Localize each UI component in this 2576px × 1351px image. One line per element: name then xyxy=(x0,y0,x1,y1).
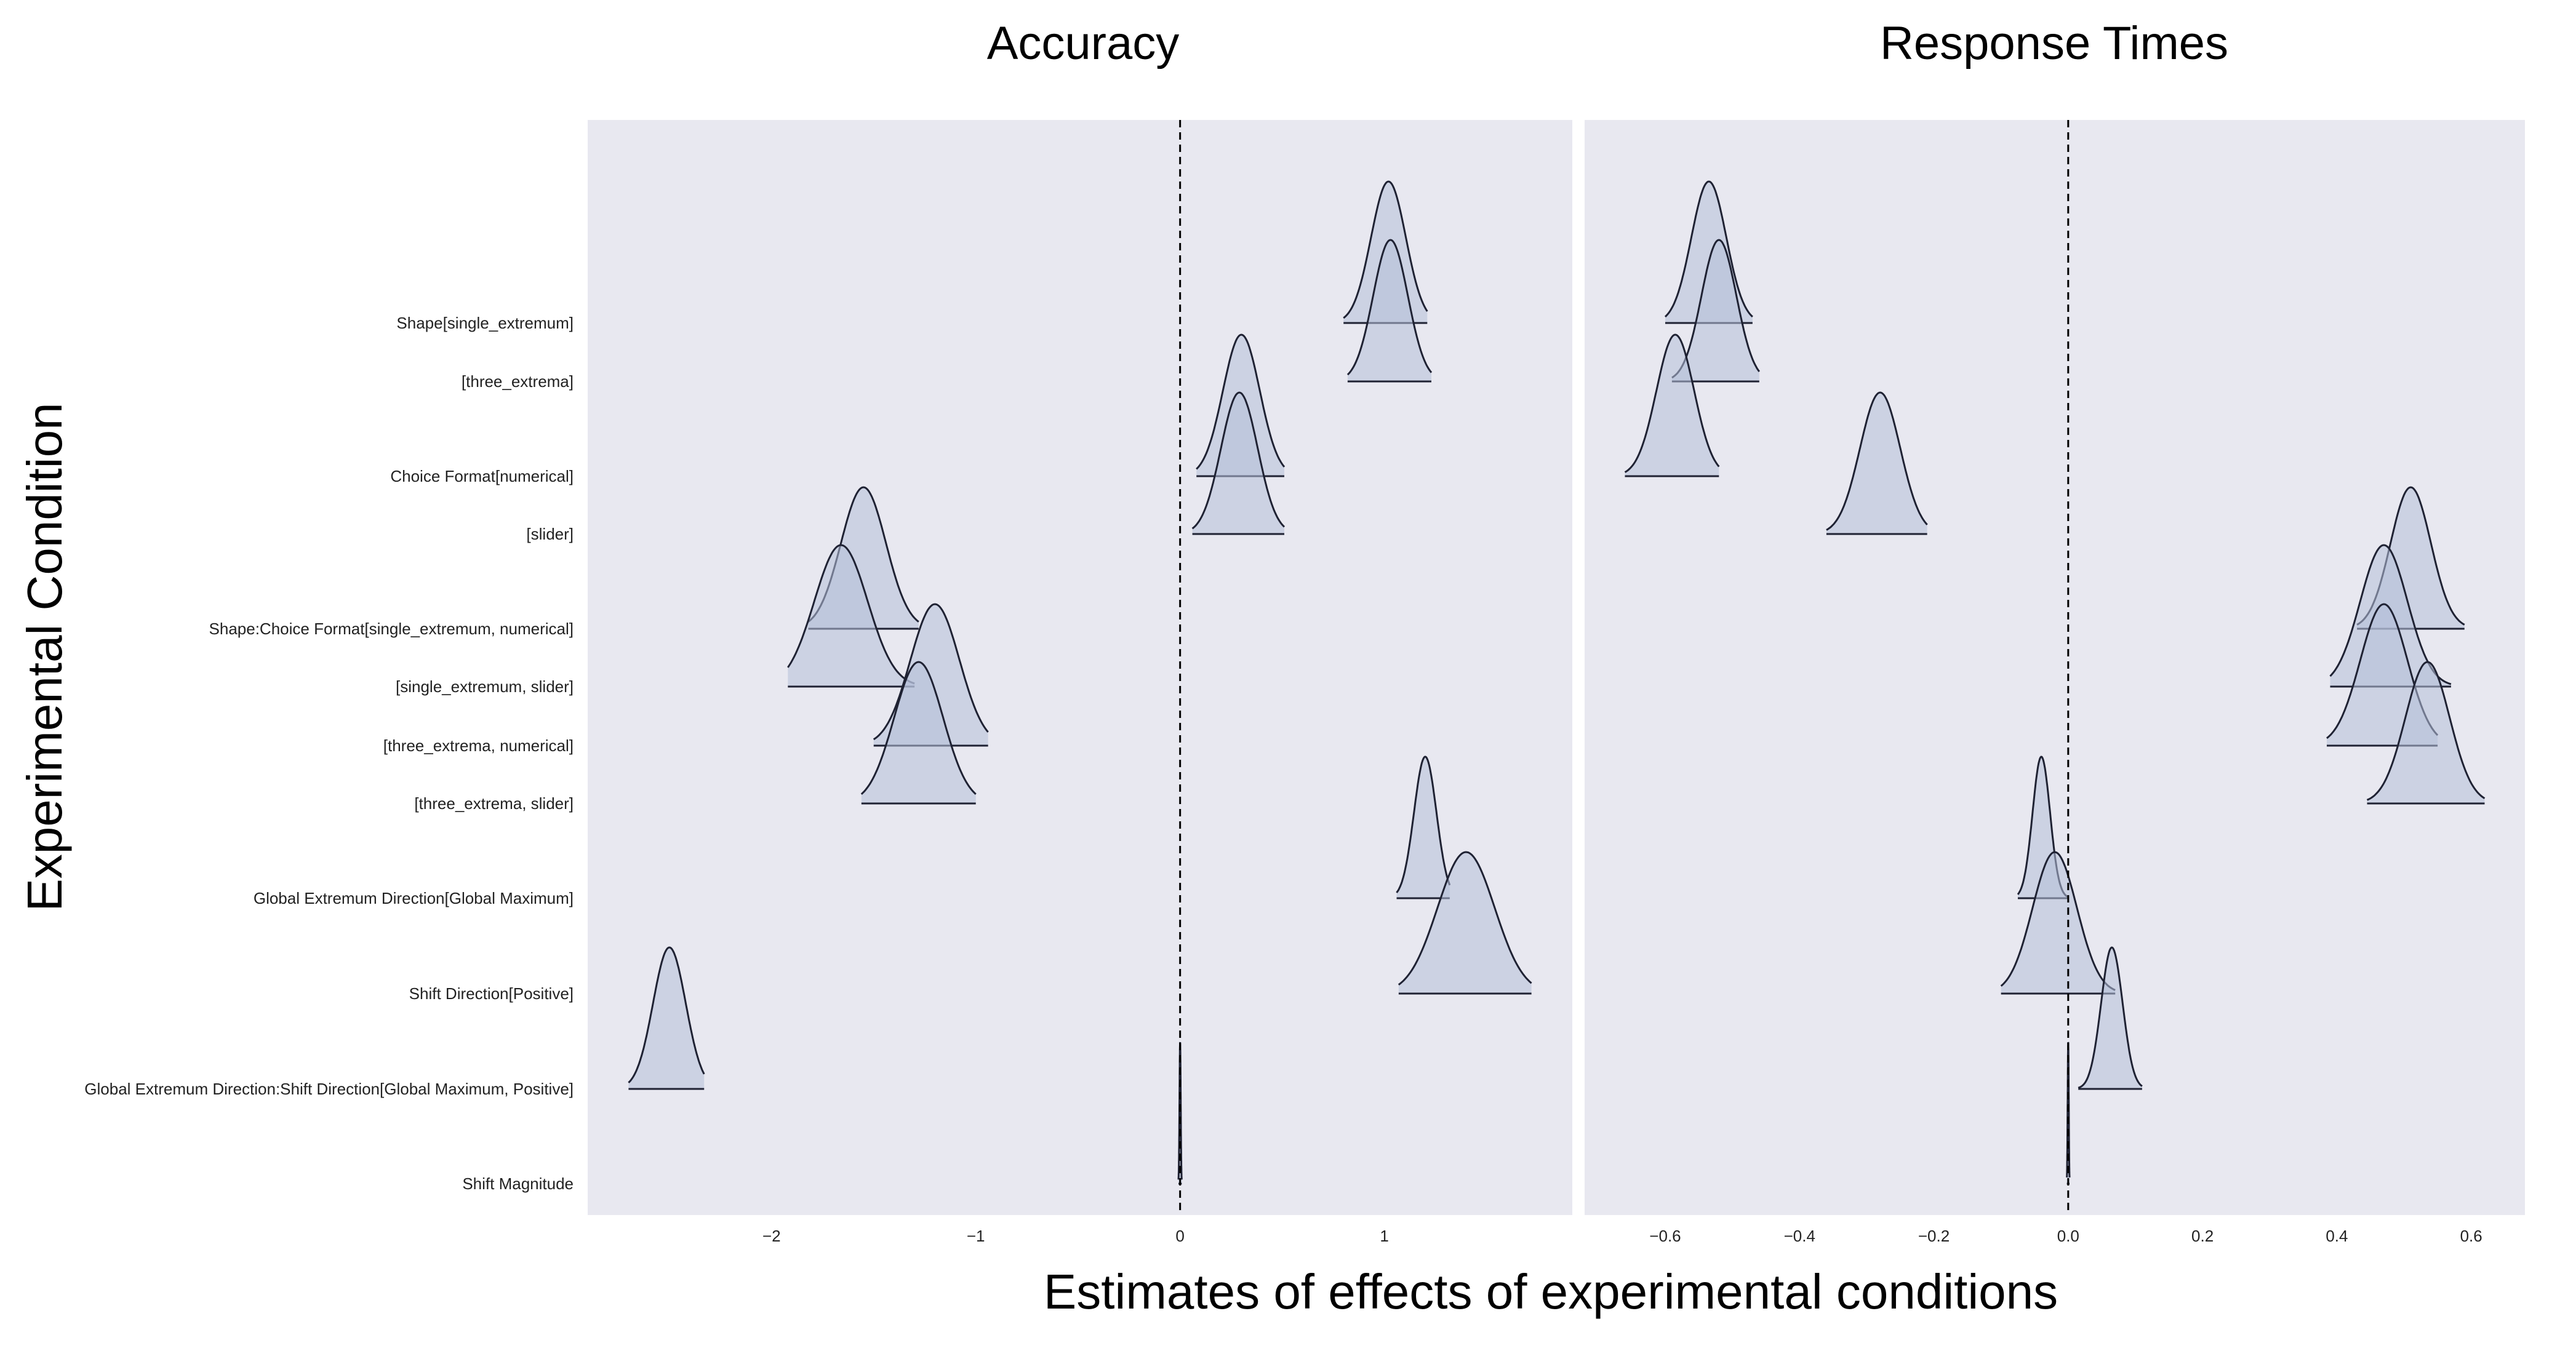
row-label: [single_extremum, slider] xyxy=(396,677,574,696)
accuracy-plot-area xyxy=(588,120,1572,1215)
density-curve xyxy=(1346,239,1433,376)
density-curve xyxy=(2366,661,2486,801)
density-fill xyxy=(788,545,915,687)
x-tick-label: −2 xyxy=(762,1227,781,1245)
density-fill xyxy=(1396,757,1450,898)
response-times-x-ticks: −0.6 −0.4 −0.2 0.0 0.2 0.4 0.6 xyxy=(1649,1227,2482,1245)
row-label: Shift Direction[Positive] xyxy=(409,984,574,1003)
x-tick-label: 0.0 xyxy=(2057,1227,2079,1245)
row-label: [three_extrema] xyxy=(462,372,574,391)
density-fill xyxy=(628,947,705,1089)
x-tick-label: 0.2 xyxy=(2191,1227,2214,1245)
density-fill xyxy=(1826,393,1927,534)
density-curve xyxy=(860,661,977,795)
x-tick-label: 1 xyxy=(1380,1227,1388,1245)
density-fill xyxy=(1671,240,1759,381)
density-fill xyxy=(1347,240,1431,381)
response-times-panel: −0.6 −0.4 −0.2 0.0 0.2 0.4 0.6 Response Times xyxy=(1585,17,2525,1245)
density-fill xyxy=(2367,662,2485,803)
density-fill xyxy=(1625,335,1719,476)
density-curve xyxy=(1664,180,1753,317)
density-curve xyxy=(1177,1042,1183,1180)
accuracy-title: Accuracy xyxy=(987,17,1180,70)
density-curve xyxy=(787,544,915,685)
x-tick-label: −1 xyxy=(967,1227,985,1245)
row-label: Global Extremum Direction[Global Maximum… xyxy=(254,889,574,907)
density-curve xyxy=(1396,755,1451,893)
row-label: Shape:Choice Format[single_extremum, num… xyxy=(209,620,574,638)
density-curve xyxy=(2000,851,2116,991)
accuracy-panel: −2 −1 0 1 Accuracy xyxy=(588,17,1572,1245)
row-label: [three_extrema, slider] xyxy=(414,794,574,813)
density-fill xyxy=(1192,393,1284,534)
density-curve xyxy=(1624,333,1720,473)
x-tick-label: −0.6 xyxy=(1649,1227,1681,1245)
row-label: Shift Magnitude xyxy=(462,1174,574,1193)
response-times-title: Response Times xyxy=(1880,17,2228,70)
x-tick-label: −0.2 xyxy=(1918,1227,1950,1245)
density-fill xyxy=(861,662,976,803)
row-label: [three_extrema, numerical] xyxy=(383,736,574,755)
y-axis-title: Experimental Condition xyxy=(17,402,72,911)
accuracy-densities xyxy=(628,180,1532,1185)
density-curve xyxy=(1191,391,1286,530)
density-curve xyxy=(1826,391,1928,531)
x-tick-label: 0.4 xyxy=(2326,1227,2348,1245)
x-tick-label: 0.6 xyxy=(2460,1227,2482,1245)
row-label: Shape[single_extremum] xyxy=(396,314,574,332)
x-tick-label: 0 xyxy=(1175,1227,1184,1245)
x-axis-title: Estimates of effects of experimental con… xyxy=(1044,1264,2058,1319)
density-curve xyxy=(873,603,989,741)
density-curve xyxy=(1343,180,1428,319)
density-curve xyxy=(1196,333,1286,470)
accuracy-x-ticks: −2 −1 0 1 xyxy=(762,1227,1389,1245)
density-fill xyxy=(1398,852,1532,994)
row-label: Global Extremum Direction:Shift Directio… xyxy=(84,1080,574,1098)
row-label: [slider] xyxy=(526,525,574,543)
density-curve xyxy=(1398,851,1532,986)
density-fill xyxy=(2001,852,2116,994)
density-curve xyxy=(2078,946,2143,1089)
density-curve xyxy=(628,946,705,1083)
row-labels: Shape[single_extremum] [three_extrema] Cho… xyxy=(84,314,574,1193)
x-tick-label: −0.4 xyxy=(1784,1227,1815,1245)
row-label: Choice Format[numerical] xyxy=(390,467,574,485)
